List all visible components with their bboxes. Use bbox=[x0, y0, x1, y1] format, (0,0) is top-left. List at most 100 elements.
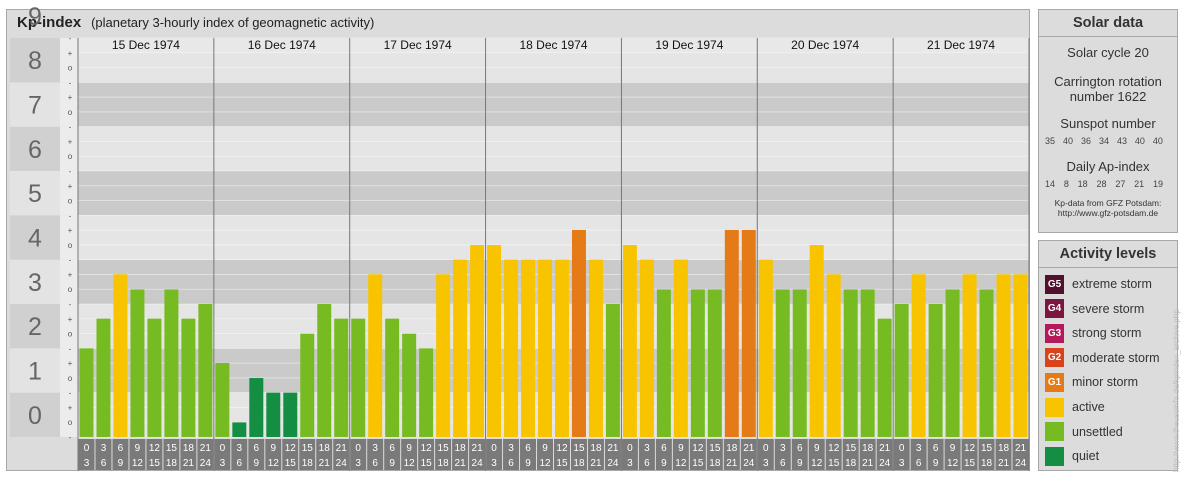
ap-value: 8 bbox=[1063, 179, 1069, 189]
hour-cell bbox=[978, 439, 995, 470]
hour-end-label: 15 bbox=[828, 458, 840, 469]
hour-end-label: 6 bbox=[508, 458, 514, 469]
hour-start-label: 18 bbox=[319, 443, 331, 454]
kp-bar bbox=[232, 422, 247, 437]
activity-label: extreme storm bbox=[1072, 277, 1152, 291]
hour-cell bbox=[757, 439, 774, 470]
y-tick-label: 1 bbox=[28, 358, 42, 386]
minor-tick-label: - bbox=[69, 211, 72, 220]
hour-cell bbox=[146, 439, 163, 470]
hour-cell bbox=[384, 439, 401, 470]
ap-value: 21 bbox=[1134, 179, 1145, 189]
hour-start-label: 3 bbox=[916, 443, 922, 454]
hour-start-label: 6 bbox=[797, 443, 803, 454]
day-label: 17 Dec 1974 bbox=[384, 38, 452, 52]
hour-start-label: 15 bbox=[845, 443, 857, 454]
hour-start-label: 0 bbox=[84, 443, 90, 454]
hour-start-label: 12 bbox=[285, 443, 297, 454]
hour-cell bbox=[859, 439, 876, 470]
y-band-label bbox=[10, 38, 60, 83]
day-label: 16 Dec 1974 bbox=[248, 38, 316, 52]
chart-title: Kp-index bbox=[17, 14, 82, 31]
hour-cell bbox=[723, 439, 740, 470]
hour-cell bbox=[367, 439, 384, 470]
sunspot-value: 40 bbox=[1152, 136, 1163, 146]
sunspot-value: 40 bbox=[1062, 136, 1073, 146]
minor-tick-label: - bbox=[69, 34, 72, 43]
hour-start-label: 21 bbox=[200, 443, 212, 454]
kp-bar bbox=[300, 333, 315, 437]
hour-cell bbox=[876, 439, 893, 470]
hour-end-label: 21 bbox=[726, 458, 738, 469]
minor-tick-label: o bbox=[68, 241, 73, 250]
date-strip bbox=[78, 38, 1029, 52]
sunspot-value: 35 bbox=[1045, 136, 1056, 146]
hour-end-label: 6 bbox=[101, 458, 107, 469]
hour-cell bbox=[910, 439, 927, 470]
hour-start-label: 18 bbox=[455, 443, 467, 454]
hour-end-label: 24 bbox=[472, 458, 484, 469]
hour-start-label: 18 bbox=[998, 443, 1010, 454]
minor-band bbox=[60, 82, 78, 127]
kp-bar bbox=[809, 245, 824, 437]
hour-cell bbox=[78, 439, 95, 470]
hour-start-label: 3 bbox=[101, 443, 107, 454]
hour-end-label: 3 bbox=[84, 458, 90, 469]
minor-tick-label: + bbox=[68, 137, 73, 146]
hour-end-label: 21 bbox=[862, 458, 874, 469]
activity-label: quiet bbox=[1072, 449, 1100, 464]
minor-tick-label: o bbox=[68, 285, 73, 294]
hour-end-label: 24 bbox=[336, 458, 348, 469]
hour-end-label: 6 bbox=[372, 458, 378, 469]
plot-band bbox=[78, 259, 1029, 304]
activity-level-item: G3 strong storm bbox=[1045, 323, 1141, 343]
hour-cell bbox=[435, 439, 452, 470]
sunspot-values: 35 40 36 34 43 40 40 bbox=[1039, 136, 1177, 146]
hour-start-label: 12 bbox=[964, 443, 976, 454]
y-band-label bbox=[10, 215, 60, 260]
hour-end-label: 3 bbox=[899, 458, 905, 469]
hour-start-label: 15 bbox=[166, 443, 178, 454]
source-link[interactable]: http://www.gfz-potsdam.de bbox=[1057, 208, 1159, 218]
kp-bar bbox=[96, 318, 111, 437]
activity-label: minor storm bbox=[1072, 375, 1138, 390]
minor-tick-label: + bbox=[68, 315, 73, 324]
hour-start-label: 18 bbox=[590, 443, 602, 454]
kp-bar bbox=[453, 259, 468, 437]
y-band-label bbox=[10, 304, 60, 349]
activity-label: severe storm bbox=[1072, 301, 1145, 316]
kp-bar bbox=[79, 348, 94, 437]
minor-tick-label: + bbox=[68, 270, 73, 279]
hour-start-label: 12 bbox=[421, 443, 433, 454]
hour-end-label: 18 bbox=[709, 458, 721, 469]
hour-end-label: 3 bbox=[220, 458, 226, 469]
minor-tick-label: - bbox=[69, 78, 72, 87]
hour-end-label: 12 bbox=[404, 458, 416, 469]
minor-band bbox=[60, 392, 78, 437]
activity-level-item: quiet bbox=[1045, 446, 1099, 466]
hour-start-label: 3 bbox=[644, 443, 650, 454]
hour-end-label: 12 bbox=[811, 458, 823, 469]
kp-bar bbox=[487, 245, 502, 437]
y-tick-label: 6 bbox=[28, 136, 42, 164]
minor-tick-label: o bbox=[68, 64, 73, 73]
activity-swatch bbox=[1045, 397, 1064, 417]
kp-bar bbox=[504, 259, 519, 437]
hour-start-label: 21 bbox=[472, 443, 484, 454]
hour-end-label: 9 bbox=[118, 458, 124, 469]
kp-bar bbox=[351, 318, 366, 437]
sunspot-value: 36 bbox=[1080, 136, 1091, 146]
activity-label: unsettled bbox=[1072, 424, 1123, 439]
hour-cell bbox=[961, 439, 978, 470]
hour-cell bbox=[740, 439, 757, 470]
activity-swatch: G5 bbox=[1045, 274, 1064, 294]
kp-bar bbox=[741, 229, 756, 437]
hour-start-label: 12 bbox=[692, 443, 704, 454]
hour-end-label: 21 bbox=[319, 458, 331, 469]
kp-bar bbox=[1013, 274, 1028, 437]
hour-start-label: 12 bbox=[556, 443, 568, 454]
activity-label: active bbox=[1072, 400, 1105, 414]
hour-start-label: 6 bbox=[933, 443, 939, 454]
hour-cell bbox=[350, 439, 367, 470]
kp-bar bbox=[181, 318, 196, 437]
